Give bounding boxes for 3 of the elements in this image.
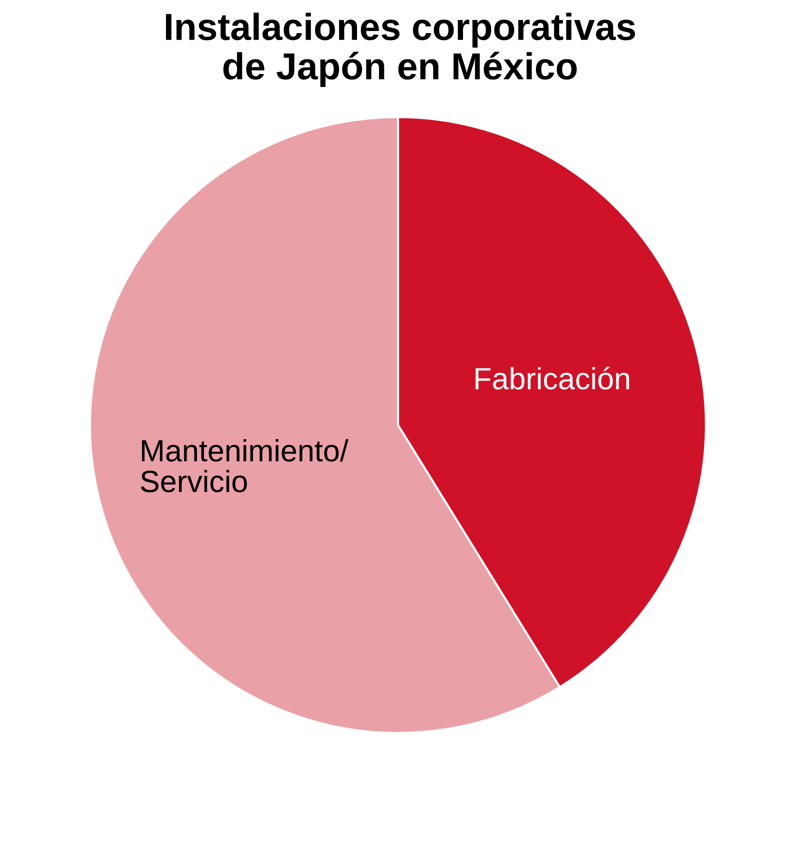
chart-title: Instalaciones corporativas de Japón en México — [166, 12, 636, 88]
slice-label: Fabricación — [476, 366, 630, 390]
slice-label: Mantenimiento/ Servicio — [140, 439, 348, 492]
